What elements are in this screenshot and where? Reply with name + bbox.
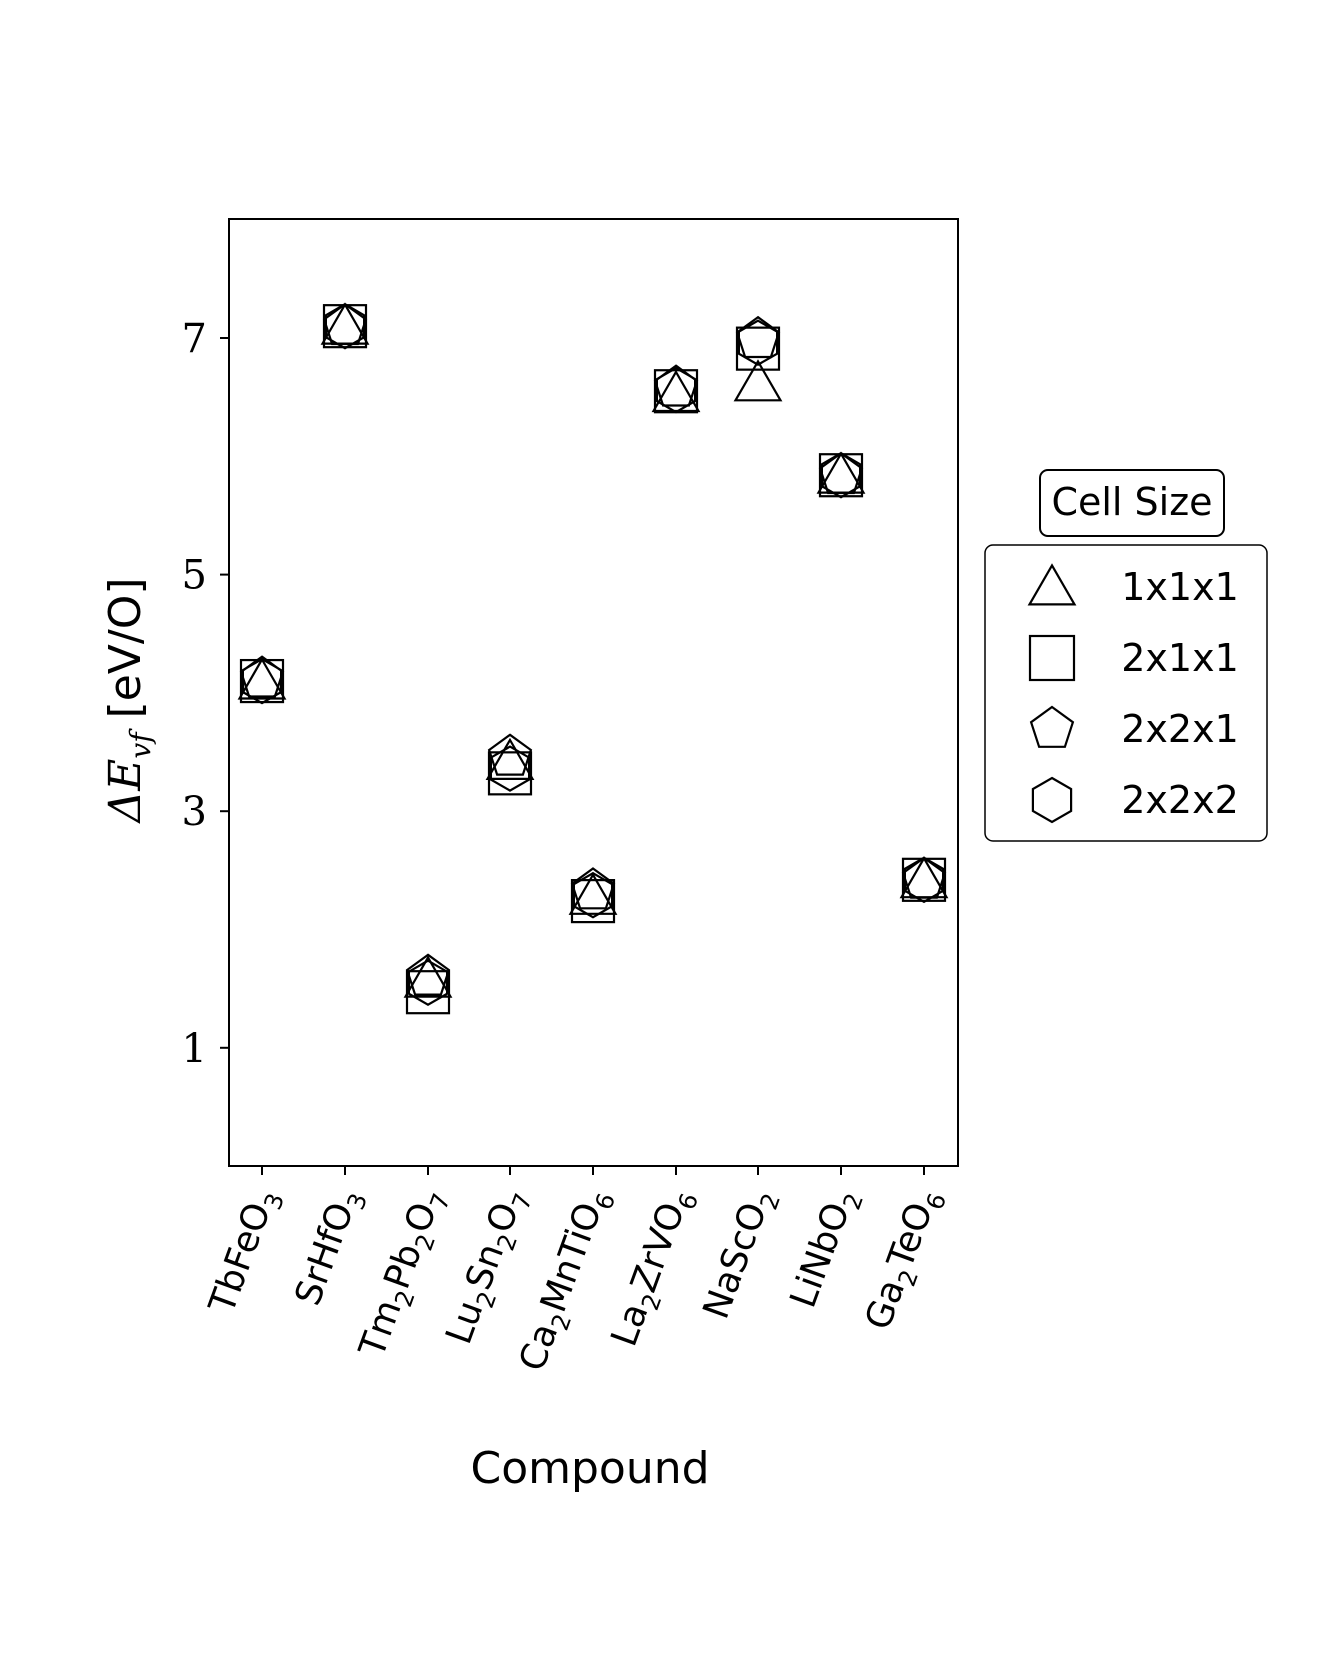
- legend-box: [984, 544, 1268, 842]
- x-tick-label: LiNbO2: [783, 1183, 869, 1315]
- x-axis: TbFeO3SrHfO3Tm2Pb2O7Lu2Sn2O7Ca2MnTiO6La2…: [201, 1166, 952, 1376]
- legend-item: 2x1x1: [1028, 634, 1239, 682]
- x-tick-label: Lu2Sn2O7: [438, 1183, 538, 1351]
- x-tick-label: NaScO2: [696, 1183, 786, 1326]
- hexagon-marker-icon: [737, 319, 779, 366]
- x-tick-label: La2ZrVO6: [604, 1183, 704, 1354]
- x-tick-label: Ga2TeO6: [858, 1183, 952, 1337]
- legend-item: 1x1x1: [1027, 563, 1239, 609]
- hexagon-marker-icon: [489, 745, 531, 792]
- legend-item-label: 2x2x2: [1121, 778, 1239, 822]
- triangle-marker-icon: [568, 872, 618, 915]
- square-marker-icon: [735, 326, 781, 371]
- series-2x2x2: [241, 302, 945, 1006]
- legend: Cell Size 1x1x1 2x1x1 2x2x1 2x2x2: [984, 469, 1268, 842]
- pentagon-marker-icon: [1029, 705, 1075, 748]
- hexagon-marker-icon: [1031, 776, 1073, 824]
- square-marker-icon: [570, 879, 616, 924]
- data-markers: [237, 302, 949, 1015]
- pentagon-marker-icon: [405, 953, 451, 996]
- hexagon-marker-icon: [572, 871, 614, 919]
- legend-title-box: [1039, 469, 1225, 537]
- pentagon-marker-icon: [901, 856, 947, 899]
- triangle-marker-icon: [485, 737, 535, 781]
- y-axis-title: ΔEvf [eV/O]: [100, 577, 157, 824]
- hexagon-marker-icon: [655, 366, 697, 414]
- hexagon-marker-icon: [241, 657, 283, 705]
- legend-item: 2x2x1: [1029, 705, 1239, 751]
- x-axis-title: Compound: [470, 1443, 709, 1494]
- x-tick-label: TbFeO3: [201, 1183, 290, 1322]
- pentagon-marker-icon: [322, 302, 368, 346]
- pentagon-marker-icon: [570, 867, 616, 910]
- y-tick-label: 3: [182, 789, 207, 835]
- triangle-marker-icon: [403, 955, 453, 998]
- triangle-marker-icon: [1027, 563, 1077, 606]
- hexagon-marker-icon: [820, 451, 862, 499]
- legend-item-label: 2x2x1: [1121, 707, 1239, 751]
- hexagon-marker-icon: [407, 959, 449, 1006]
- pentagon-marker-icon: [487, 733, 533, 776]
- legend-item-label: 1x1x1: [1121, 565, 1239, 609]
- legend-title: Cell Size: [1051, 480, 1212, 524]
- square-marker-icon: [487, 751, 533, 796]
- hexagon-marker-icon: [324, 302, 366, 350]
- plot-area: [228, 218, 959, 1167]
- triangle-marker-icon: [733, 359, 783, 402]
- y-axis: 1 3 5 7: [182, 316, 229, 1072]
- legend-item-label: 2x1x1: [1121, 636, 1239, 680]
- y-tick-label: 5: [182, 553, 207, 599]
- y-tick-label: 7: [182, 316, 207, 362]
- y-tick-label: 1: [182, 1026, 207, 1072]
- square-marker-icon: [405, 970, 451, 1015]
- triangle-marker-icon: [237, 657, 287, 700]
- square-marker-icon: [1028, 634, 1076, 682]
- legend-item: 2x2x2: [1031, 776, 1239, 824]
- hexagon-marker-icon: [903, 856, 945, 904]
- x-tick-label: SrHfO3: [288, 1183, 374, 1313]
- pentagon-marker-icon: [818, 451, 864, 495]
